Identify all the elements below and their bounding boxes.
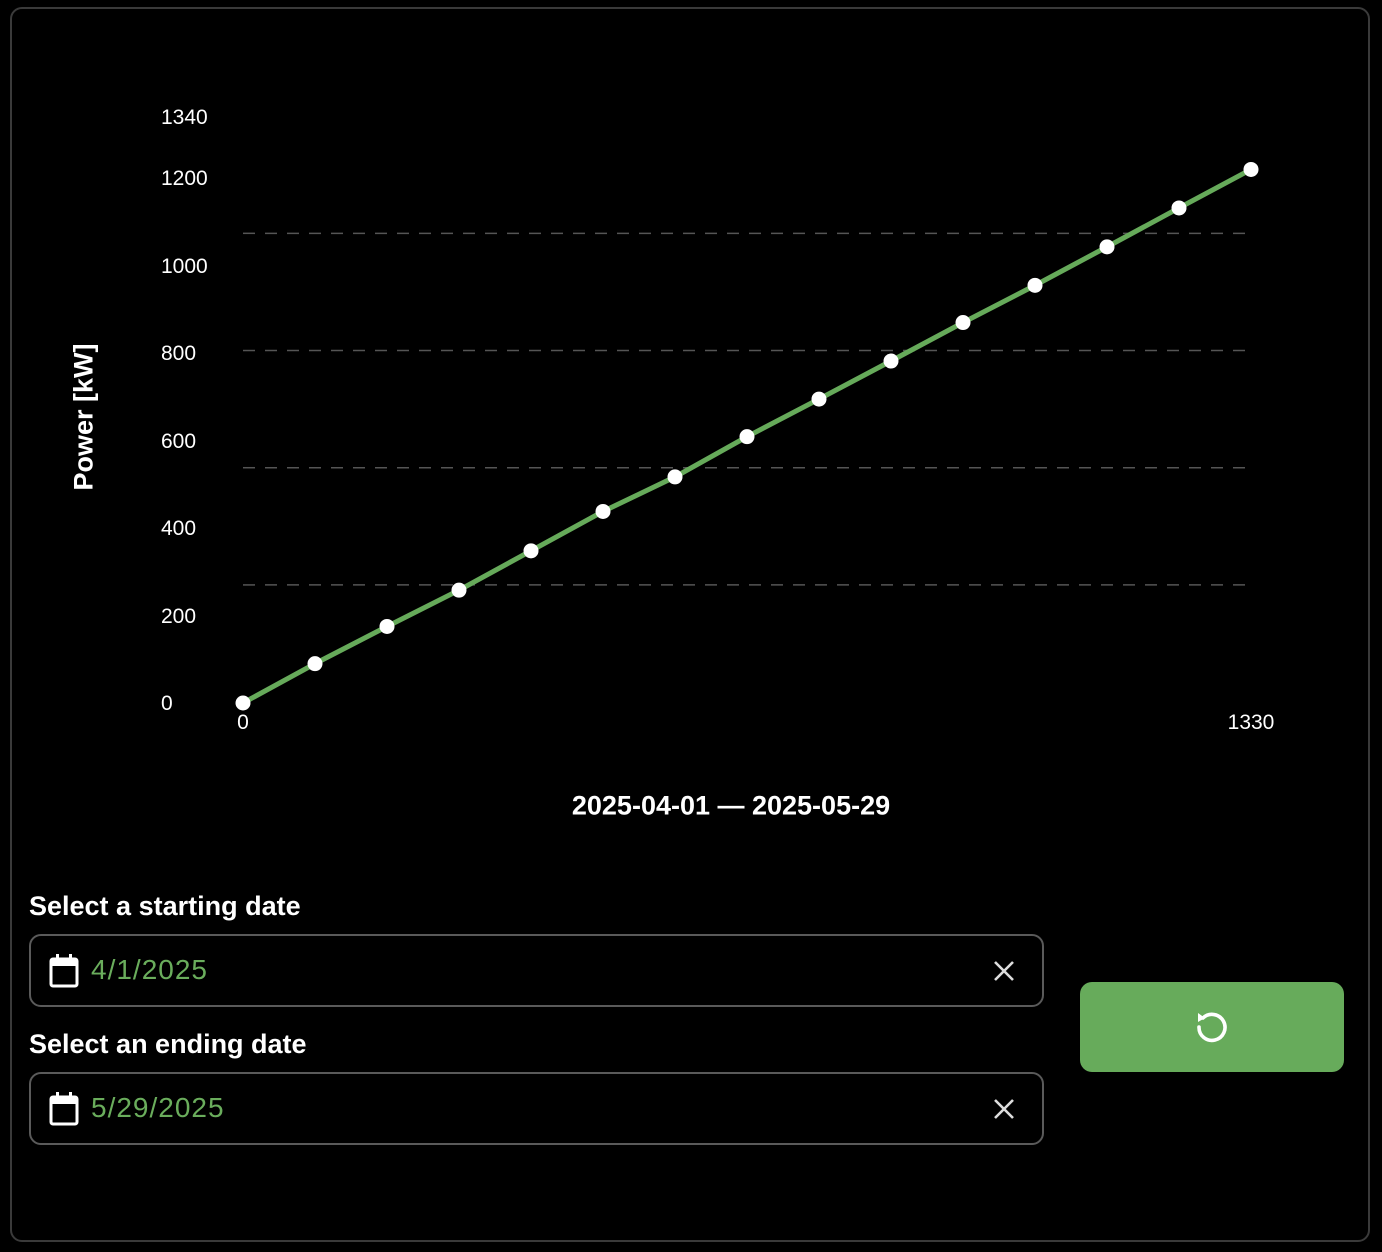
close-icon[interactable] (992, 959, 1016, 983)
start-date-value[interactable]: 4/1/2025 (91, 954, 208, 985)
end-date-field[interactable]: 5/29/2025 (29, 1072, 1044, 1145)
data-point[interactable] (1243, 161, 1259, 177)
x-tick-label: 1330 (1227, 711, 1275, 734)
data-point[interactable] (523, 543, 539, 559)
data-point[interactable] (235, 695, 251, 711)
power-chart (235, 161, 1259, 711)
y-axis-label: Power [kW] (68, 343, 99, 491)
y-tick-label: 800 (161, 342, 197, 365)
data-point[interactable] (451, 582, 467, 598)
data-point[interactable] (307, 656, 323, 672)
y-tick-label: 600 (161, 430, 197, 453)
start-date-field[interactable]: 4/1/2025 (29, 934, 1044, 1007)
calendar-icon (49, 1092, 79, 1126)
data-point[interactable] (1099, 239, 1115, 255)
data-point[interactable] (1027, 277, 1043, 293)
y-tick-label: 400 (161, 517, 197, 540)
data-point[interactable] (379, 618, 395, 634)
data-point[interactable] (667, 469, 683, 485)
data-point[interactable] (811, 391, 827, 407)
y-tick-label: 200 (161, 605, 197, 628)
y-tick-label: 1340 (161, 106, 208, 129)
close-icon[interactable] (992, 1097, 1016, 1121)
x-axis-label: 2025-04-01 — 2025-05-29 (571, 790, 891, 821)
reset-button[interactable] (1080, 982, 1344, 1072)
end-date-value[interactable]: 5/29/2025 (91, 1092, 225, 1123)
calendar-icon (49, 954, 79, 988)
reset-icon (1197, 1012, 1227, 1043)
x-tick-label: 0 (237, 711, 249, 734)
y-tick-label: 0 (161, 692, 173, 715)
data-point[interactable] (883, 353, 899, 369)
end-date-label: Select an ending date (29, 1029, 307, 1059)
data-point[interactable] (595, 503, 611, 519)
y-tick-label: 1200 (161, 167, 208, 190)
start-date-label: Select a starting date (29, 891, 301, 921)
data-point[interactable] (1171, 200, 1187, 216)
data-point[interactable] (955, 315, 971, 331)
y-tick-label: 1000 (161, 255, 208, 278)
data-point[interactable] (739, 429, 755, 445)
